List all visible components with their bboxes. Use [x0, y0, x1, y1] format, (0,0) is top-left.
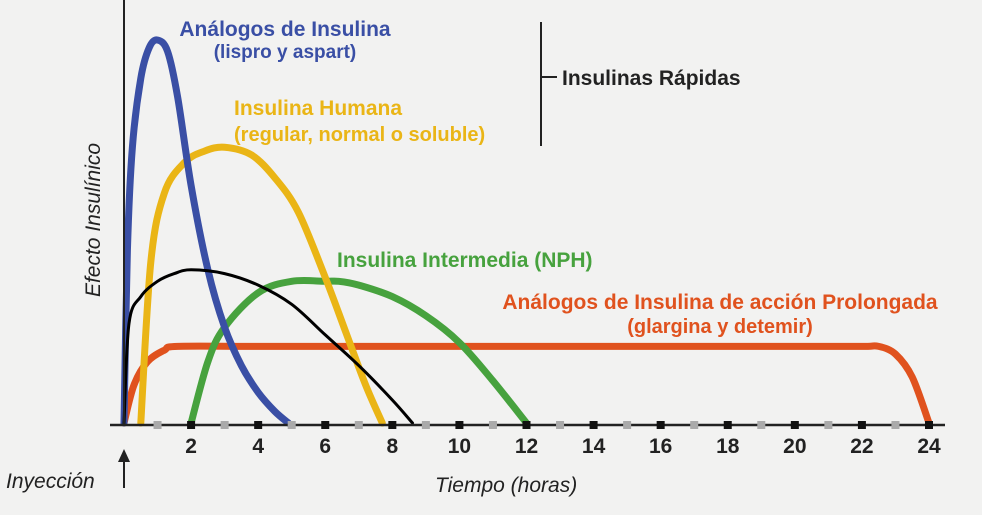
x-tick-label: 18	[716, 435, 740, 458]
x-tick-marker	[623, 421, 632, 429]
x-tick-marker	[522, 421, 531, 429]
series-label-intermedia: Insulina Intermedia (NPH)	[337, 249, 593, 272]
x-tick-marker	[220, 421, 229, 429]
rapid-insulins-bracket	[540, 22, 557, 146]
series-label-analogos-rapidos: Análogos de Insulina	[179, 18, 391, 41]
injection-arrow-icon	[118, 449, 130, 488]
series-sublabel-humana: (regular, normal o soluble)	[234, 124, 485, 146]
injection-label: Inyección	[6, 470, 95, 493]
x-tick-label: 24	[917, 435, 941, 458]
x-tick-label: 10	[448, 435, 471, 458]
series-line-analogos-rapidos	[120, 36, 292, 427]
series-sublabel-analogos-rapidos: (lispro y aspart)	[214, 42, 357, 63]
x-tick-marker	[153, 421, 162, 429]
x-tick-marker	[354, 421, 363, 429]
x-tick-marker	[690, 421, 699, 429]
x-tick-marker	[891, 421, 900, 429]
x-tick-label: 16	[649, 435, 672, 458]
series-line-intermedia	[187, 276, 530, 427]
x-tick-marker	[254, 421, 263, 429]
x-tick-marker	[556, 421, 565, 429]
x-tick-marker	[421, 421, 430, 429]
x-tick-marker	[187, 421, 196, 429]
x-tick-marker	[656, 421, 665, 429]
x-tick-marker	[925, 421, 933, 429]
rapid-insulins-label: Insulinas Rápidas	[562, 67, 741, 90]
series-line-anotacion	[122, 268, 414, 425]
x-tick-label: 4	[252, 435, 264, 458]
x-tick-marker	[824, 421, 833, 429]
series-sublabel-prolongada: (glargina y detemir)	[627, 316, 813, 338]
x-tick-marker	[757, 421, 766, 429]
x-axis: 2 4 6 8 10 12 14 16 18 20 22 24	[110, 421, 945, 458]
x-tick-marker	[723, 421, 732, 429]
x-tick-marker	[455, 421, 464, 429]
x-tick-marker	[321, 421, 330, 429]
x-tick-label: 20	[783, 435, 806, 458]
curves-group	[120, 36, 933, 427]
y-axis-title: Efecto Insulínico	[82, 143, 105, 297]
x-tick-label: 8	[386, 435, 398, 458]
series-label-humana: Insulina Humana	[234, 97, 402, 120]
series-line-prolongada	[120, 342, 933, 427]
x-tick-label: 2	[185, 435, 197, 458]
series-label-prolongada: Análogos de Insulina de acción Prolongad…	[502, 291, 938, 314]
x-tick-marker	[488, 421, 497, 429]
x-tick-marker	[388, 421, 397, 429]
x-tick-label: 22	[850, 435, 873, 458]
x-tick-label: 14	[582, 435, 606, 458]
x-tick-marker	[589, 421, 598, 429]
x-tick-marker	[790, 421, 799, 429]
x-tick-marker	[287, 421, 296, 429]
x-tick-label: 6	[319, 435, 331, 458]
x-axis-title: Tiempo (horas)	[435, 474, 577, 497]
series-line-humana	[137, 143, 386, 427]
x-tick-label: 12	[515, 435, 538, 458]
x-tick-marker	[857, 421, 866, 429]
